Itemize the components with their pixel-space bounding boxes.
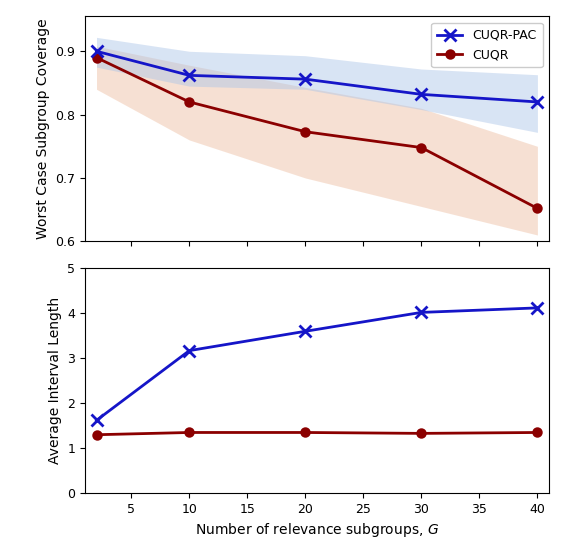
CUQR <box>418 144 424 151</box>
CUQR <box>302 128 309 135</box>
CUQR-PAC <box>302 328 309 335</box>
CUQR <box>418 430 424 437</box>
Line: CUQR-PAC: CUQR-PAC <box>91 45 543 107</box>
CUQR <box>186 99 192 105</box>
Line: CUQR: CUQR <box>92 429 542 439</box>
CUQR <box>93 54 100 61</box>
Line: CUQR-PAC: CUQR-PAC <box>91 302 543 426</box>
Y-axis label: Average Interval Length: Average Interval Length <box>48 297 62 464</box>
X-axis label: Number of relevance subgroups, $G$: Number of relevance subgroups, $G$ <box>195 522 439 539</box>
CUQR-PAC <box>93 48 100 55</box>
CUQR <box>534 205 541 212</box>
Y-axis label: Worst Case Subgroup Coverage: Worst Case Subgroup Coverage <box>36 19 50 239</box>
CUQR-PAC <box>534 99 541 105</box>
CUQR-PAC <box>186 72 192 79</box>
CUQR-PAC <box>93 417 100 424</box>
CUQR <box>186 429 192 436</box>
CUQR-PAC <box>302 76 309 82</box>
CUQR <box>302 429 309 436</box>
CUQR <box>93 431 100 438</box>
CUQR <box>534 429 541 436</box>
Line: CUQR: CUQR <box>92 54 542 213</box>
CUQR-PAC <box>534 305 541 311</box>
CUQR-PAC <box>186 347 192 354</box>
CUQR-PAC <box>418 309 424 316</box>
CUQR-PAC <box>418 91 424 98</box>
Legend: CUQR-PAC, CUQR: CUQR-PAC, CUQR <box>431 22 543 67</box>
